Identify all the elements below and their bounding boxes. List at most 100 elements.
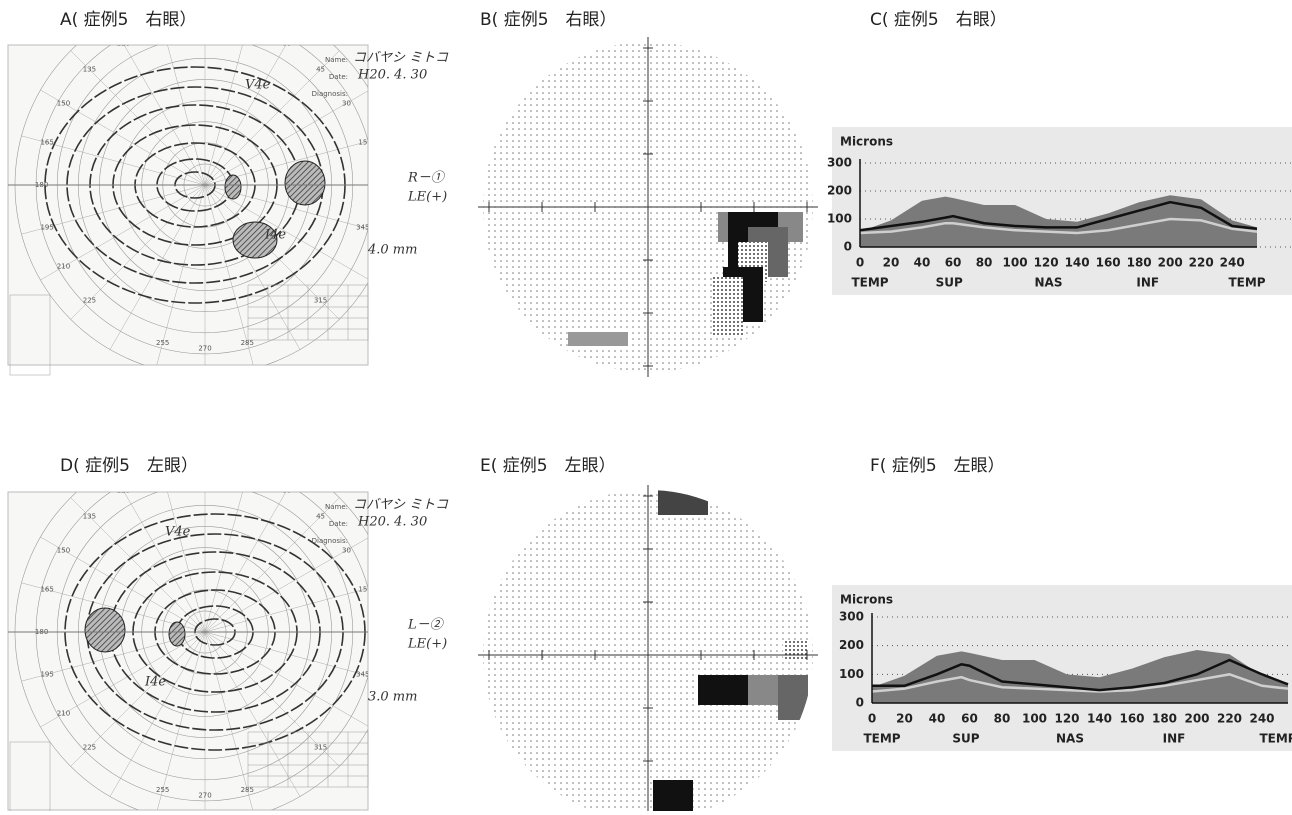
meridian-label: 90 (201, 465, 210, 473)
isopter-label: V4e (245, 78, 271, 93)
y-tick-label: 0 (844, 240, 852, 254)
isopter-label: V4e (165, 525, 191, 540)
meridian-label: 120 (117, 39, 130, 47)
x-tick-label: 160 (1096, 256, 1121, 270)
field-label: Date: (329, 73, 348, 81)
y-tick-label: 100 (827, 212, 852, 226)
blind-spot (85, 608, 125, 652)
x-tick-label: 180 (1127, 256, 1152, 270)
x-tick-label: 60 (961, 712, 978, 726)
isopter-label: I4e (264, 228, 286, 243)
meridian-label: 165 (40, 139, 53, 147)
meridian-label: 30 (342, 546, 351, 554)
exam-date: H20. 4. 30 (357, 515, 427, 530)
meridian-label: 225 (83, 744, 96, 752)
meridian-label: 75 (243, 470, 252, 478)
region-label: TEMP (1259, 732, 1292, 746)
y-tick-label: 300 (827, 156, 852, 170)
y-axis-title: Microns (840, 593, 893, 607)
meridian-label: 15 (358, 139, 367, 147)
meridian-label: 90 (201, 18, 210, 26)
isopter-label: I4e (144, 675, 166, 690)
region-label: INF (1163, 732, 1186, 746)
x-tick-label: 120 (1054, 712, 1079, 726)
meridian-label: 315 (314, 297, 327, 305)
defect (783, 640, 808, 660)
defect (653, 780, 693, 811)
meridian-label: 315 (314, 744, 327, 752)
defect (698, 675, 748, 705)
pupil: 3.0 mm (368, 690, 417, 705)
region-label: INF (1136, 276, 1159, 290)
patient-name: コバヤシ ミトコ (353, 498, 449, 513)
meridian-label: 150 (57, 546, 70, 554)
x-tick-label: 100 (1003, 256, 1028, 270)
meridian-label: 225 (83, 297, 96, 305)
y-tick-label: 200 (839, 638, 864, 652)
meridian-label: 60 (282, 39, 291, 47)
y-tick-label: 300 (839, 610, 864, 624)
x-tick-label: 80 (976, 256, 993, 270)
meridian-label: 45 (316, 65, 325, 73)
meridian-label: 210 (57, 263, 70, 271)
x-tick-label: 240 (1249, 712, 1274, 726)
region-label: SUP (936, 276, 963, 290)
meridian-label: 15 (358, 586, 367, 594)
meridian-label: 30 (342, 99, 351, 107)
exam-date: H20. 4. 30 (357, 68, 427, 83)
x-tick-label: 180 (1152, 712, 1177, 726)
meridian-label: 210 (57, 710, 70, 718)
x-tick-label: 220 (1217, 712, 1242, 726)
region-label: SUP (952, 732, 979, 746)
eye-note: LE(+) (407, 190, 447, 205)
x-tick-label: 120 (1034, 256, 1059, 270)
field-label: Date: (329, 520, 348, 528)
field-label: Name: (325, 503, 348, 511)
defect (568, 332, 628, 346)
meridian-label: 270 (198, 791, 211, 799)
meridian-label: 255 (156, 339, 169, 347)
x-tick-label: 220 (1189, 256, 1214, 270)
scotoma (225, 175, 241, 199)
x-tick-label: 200 (1158, 256, 1183, 270)
x-tick-label: 20 (896, 712, 913, 726)
meridian-label: 60 (282, 486, 291, 494)
region-label: TEMP (863, 732, 900, 746)
region-label: TEMP (1228, 276, 1265, 290)
field-label: Name: (325, 56, 348, 64)
eye-note: L－② (407, 618, 445, 633)
blind-spot (285, 161, 325, 205)
x-tick-label: 0 (868, 712, 876, 726)
panel-label: F( 症例5 左眼） (870, 456, 1005, 476)
scotoma (169, 622, 185, 646)
y-tick-label: 0 (856, 696, 864, 710)
meridian-label: 135 (83, 512, 96, 520)
panel-label: A( 症例5 右眼） (60, 10, 196, 30)
region-label: NAS (1056, 732, 1084, 746)
meridian-label: 150 (57, 99, 70, 107)
panel-label: E( 症例5 左眼） (480, 456, 616, 476)
meridian-label: 255 (156, 786, 169, 794)
region-label: NAS (1035, 276, 1063, 290)
x-tick-label: 80 (994, 712, 1011, 726)
x-tick-label: 40 (914, 256, 931, 270)
field-label: Diagnosis: (312, 90, 348, 98)
x-tick-label: 60 (945, 256, 962, 270)
meridian-label: 195 (40, 670, 53, 678)
x-tick-label: 20 (883, 256, 900, 270)
pupil: 4.0 mm (367, 243, 417, 258)
meridian-label: 270 (198, 344, 211, 352)
patient-name: コバヤシ ミトコ (353, 51, 449, 66)
x-tick-label: 140 (1087, 712, 1112, 726)
figure: A( 症例5 右眼） B( 症例5 右眼） C( 症例5 右眼） D( 症例5 … (0, 0, 1292, 811)
meridian-label: 165 (40, 586, 53, 594)
meridian-label: 345 (356, 670, 369, 678)
panel-label: D( 症例5 左眼） (60, 456, 198, 476)
page: {"panels":[ {"label":"A( 症例5 右眼）","perim… (0, 0, 1292, 811)
y-tick-label: 100 (839, 667, 864, 681)
defect (658, 490, 708, 515)
region-label: TEMP (851, 276, 888, 290)
y-tick-label: 200 (827, 184, 852, 198)
x-tick-label: 160 (1119, 712, 1144, 726)
meridian-label: 45 (316, 512, 325, 520)
